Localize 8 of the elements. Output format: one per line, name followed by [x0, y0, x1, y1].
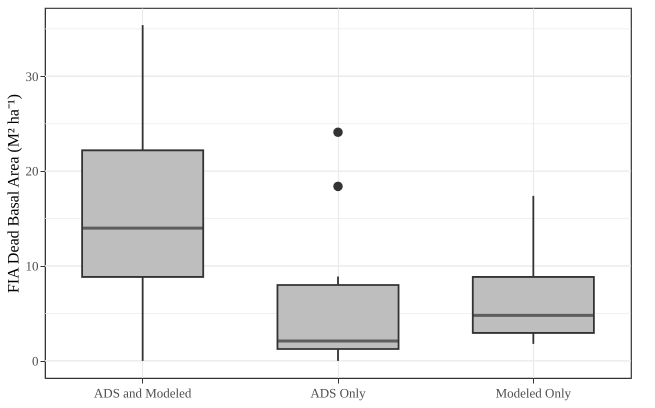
x-tick-label: ADS Only: [310, 386, 366, 400]
x-tick-label: Modeled Only: [496, 386, 572, 400]
y-tick-label: 10: [26, 258, 38, 274]
x-tick-label: ADS and Modeled: [94, 386, 192, 400]
y-tick-label: 0: [32, 353, 38, 368]
y-tick-label: 20: [26, 164, 38, 179]
y-axis-title: FIA Dead Basal Area (M² ha⁻¹): [6, 94, 22, 293]
y-tick-label: 30: [26, 68, 38, 84]
